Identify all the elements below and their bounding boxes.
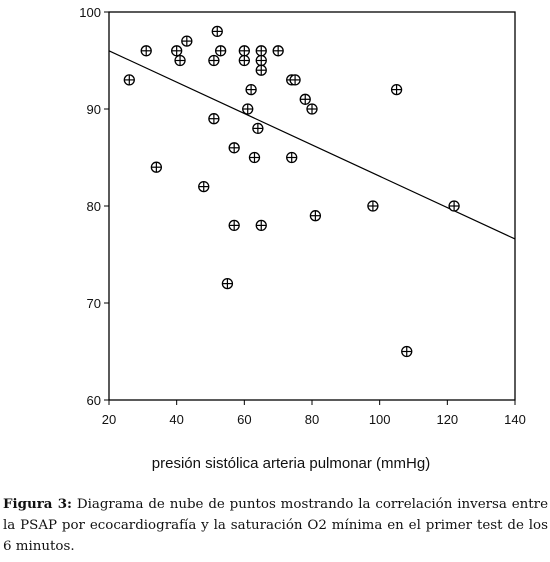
x-tick-label: 100 [369, 412, 391, 427]
x-axis-title: presión sistólica arteria pulmonar (mmHg… [152, 455, 430, 472]
data-point [208, 113, 220, 125]
data-point [255, 45, 267, 57]
data-point [238, 45, 250, 57]
scatter-chart: 20 40 60 80 100 120 140 60 70 80 90 100 presión sis… [79, 5, 526, 472]
data-point [248, 151, 261, 164]
data-point [198, 180, 210, 193]
data-point [255, 54, 267, 67]
figure-caption: Figura 3: Diagrama de nube de puntos mos… [3, 494, 548, 557]
data-point [171, 45, 183, 57]
data-point [221, 277, 234, 290]
data-point [367, 200, 379, 212]
y-tick-label: 100 [79, 5, 101, 20]
data-point [401, 345, 413, 358]
data-point [181, 35, 193, 47]
data-point [255, 64, 267, 76]
data-point [242, 103, 254, 115]
x-tick-label: 140 [504, 412, 526, 427]
data-point [306, 103, 318, 115]
data-point [448, 200, 460, 212]
data-point [238, 54, 250, 67]
data-point [255, 219, 267, 232]
caption-text: Diagrama de nube de puntos mostrando la … [3, 497, 548, 554]
x-tick-label: 80 [305, 412, 319, 427]
data-point [390, 83, 403, 96]
regression-line [108, 50, 516, 240]
data-point [140, 45, 152, 57]
data-point [245, 83, 257, 96]
data-point [289, 74, 301, 86]
x-tick-label: 120 [436, 412, 458, 427]
y-tick-label: 90 [87, 102, 101, 117]
y-tick-label: 80 [87, 199, 101, 214]
data-point [272, 45, 284, 57]
data-point [150, 161, 163, 173]
data-point [228, 142, 240, 154]
x-tick-label: 40 [169, 412, 183, 427]
data-point [214, 45, 227, 57]
data-point [211, 25, 223, 38]
x-tick-label: 60 [237, 412, 251, 427]
data-point [228, 219, 240, 232]
x-tick-label: 20 [102, 412, 116, 427]
data-point [286, 151, 298, 164]
caption-label: Figura 3: [3, 496, 72, 512]
data-point [208, 54, 220, 67]
data-point [252, 122, 264, 135]
data-point [309, 210, 322, 222]
y-tick-label: 60 [87, 393, 101, 408]
data-point [174, 54, 186, 67]
data-point [299, 93, 311, 105]
data-point [123, 74, 135, 86]
y-tick-label: 70 [87, 296, 101, 311]
